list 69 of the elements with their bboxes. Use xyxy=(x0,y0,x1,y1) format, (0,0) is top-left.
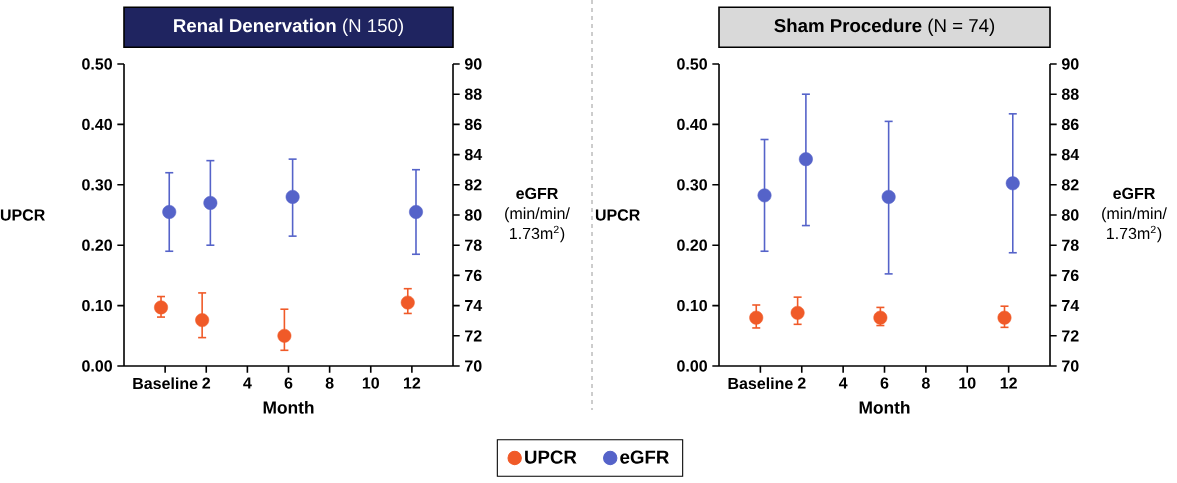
point xyxy=(757,188,772,203)
y-tick-label: 0.10 xyxy=(677,299,707,312)
y-axis-title: UPCR xyxy=(0,209,45,221)
x-tick-label: 12 xyxy=(403,377,421,389)
y2-tick-label: 70 xyxy=(1062,360,1079,372)
x-axis-title: Month xyxy=(263,400,314,414)
y-tick-label: 0.40 xyxy=(82,118,112,131)
point xyxy=(881,189,896,204)
legend-label: eGFR xyxy=(620,450,669,464)
x-tick-label: 6 xyxy=(284,377,293,389)
y2-tick-label: 78 xyxy=(1062,239,1079,251)
y-tick-label: 0.30 xyxy=(82,179,112,191)
x-tick-label: 12 xyxy=(1000,377,1017,389)
chart-title: Sham Procedure (N = 74) xyxy=(774,18,995,36)
point xyxy=(285,189,300,204)
y-tick-label: 0.00 xyxy=(677,360,707,372)
x-tick-label: 8 xyxy=(325,377,334,389)
point xyxy=(203,195,218,210)
point xyxy=(400,295,415,310)
y2-tick-label: 80 xyxy=(1061,209,1079,221)
y2-axis-title: eGFR (min/min/1.73m$^{2}$) xyxy=(1102,187,1167,243)
y2-tick-label: 70 xyxy=(465,360,482,372)
x-tick-label: 10 xyxy=(959,377,976,389)
y2-tick-label: 90 xyxy=(464,58,482,70)
y2-tick-label: 82 xyxy=(1061,179,1079,191)
y-tick-label: 0.20 xyxy=(82,239,112,251)
y2-tick-label: 76 xyxy=(1062,269,1079,282)
y2-tick-label: 76 xyxy=(465,269,482,282)
y-tick-label: 0.00 xyxy=(82,360,112,372)
x-tick-label: 4 xyxy=(243,377,252,389)
point xyxy=(798,152,813,167)
y2-tick-label: 84 xyxy=(464,148,483,161)
x-axis-title: Month xyxy=(859,400,910,414)
y2-tick-label: 74 xyxy=(1062,300,1080,312)
y-tick-label: 0.40 xyxy=(677,118,707,131)
chart-title: Renal Denervation (N 150) xyxy=(174,18,403,36)
x-tick-label: 6 xyxy=(880,377,889,389)
y2-tick-label: 88 xyxy=(464,88,482,100)
y2-tick-label: 84 xyxy=(1061,148,1080,161)
y2-axis-title: eGFR (min/min/1.73m$^{2}$) xyxy=(505,187,570,243)
y2-tick-label: 80 xyxy=(464,209,482,221)
y2-tick-label: 86 xyxy=(464,118,482,131)
y2-tick-label: 88 xyxy=(1061,88,1079,100)
y2-tick-label: 72 xyxy=(465,330,482,342)
x-tick-label: Baseline xyxy=(728,377,793,390)
y-tick-label: 0.30 xyxy=(677,179,707,191)
point xyxy=(195,313,210,328)
y2-tick-label: 82 xyxy=(464,179,482,191)
x-tick-label: 2 xyxy=(797,377,806,389)
y-tick-label: 0.10 xyxy=(82,299,112,312)
y2-tick-label: 78 xyxy=(465,239,482,251)
y2-tick-label: 86 xyxy=(1061,118,1079,131)
point xyxy=(1005,176,1020,191)
y-tick-label: 0.20 xyxy=(677,239,707,251)
x-tick-label: 2 xyxy=(202,377,211,389)
y-tick-label: 0.50 xyxy=(82,58,112,70)
y-axis-title: UPCR xyxy=(595,209,640,221)
y2-tick-label: 90 xyxy=(1061,58,1079,70)
x-tick-label: 10 xyxy=(362,377,379,389)
y2-tick-label: 72 xyxy=(1062,330,1079,342)
y2-tick-label: 74 xyxy=(465,300,483,312)
x-tick-label: Baseline xyxy=(133,377,198,390)
point xyxy=(277,328,292,343)
point xyxy=(162,205,177,219)
x-tick-label: 8 xyxy=(921,377,930,389)
legend-label: UPCR xyxy=(525,450,577,464)
y-tick-label: 0.50 xyxy=(677,58,707,70)
point xyxy=(409,205,423,219)
x-tick-label: 4 xyxy=(838,377,848,389)
